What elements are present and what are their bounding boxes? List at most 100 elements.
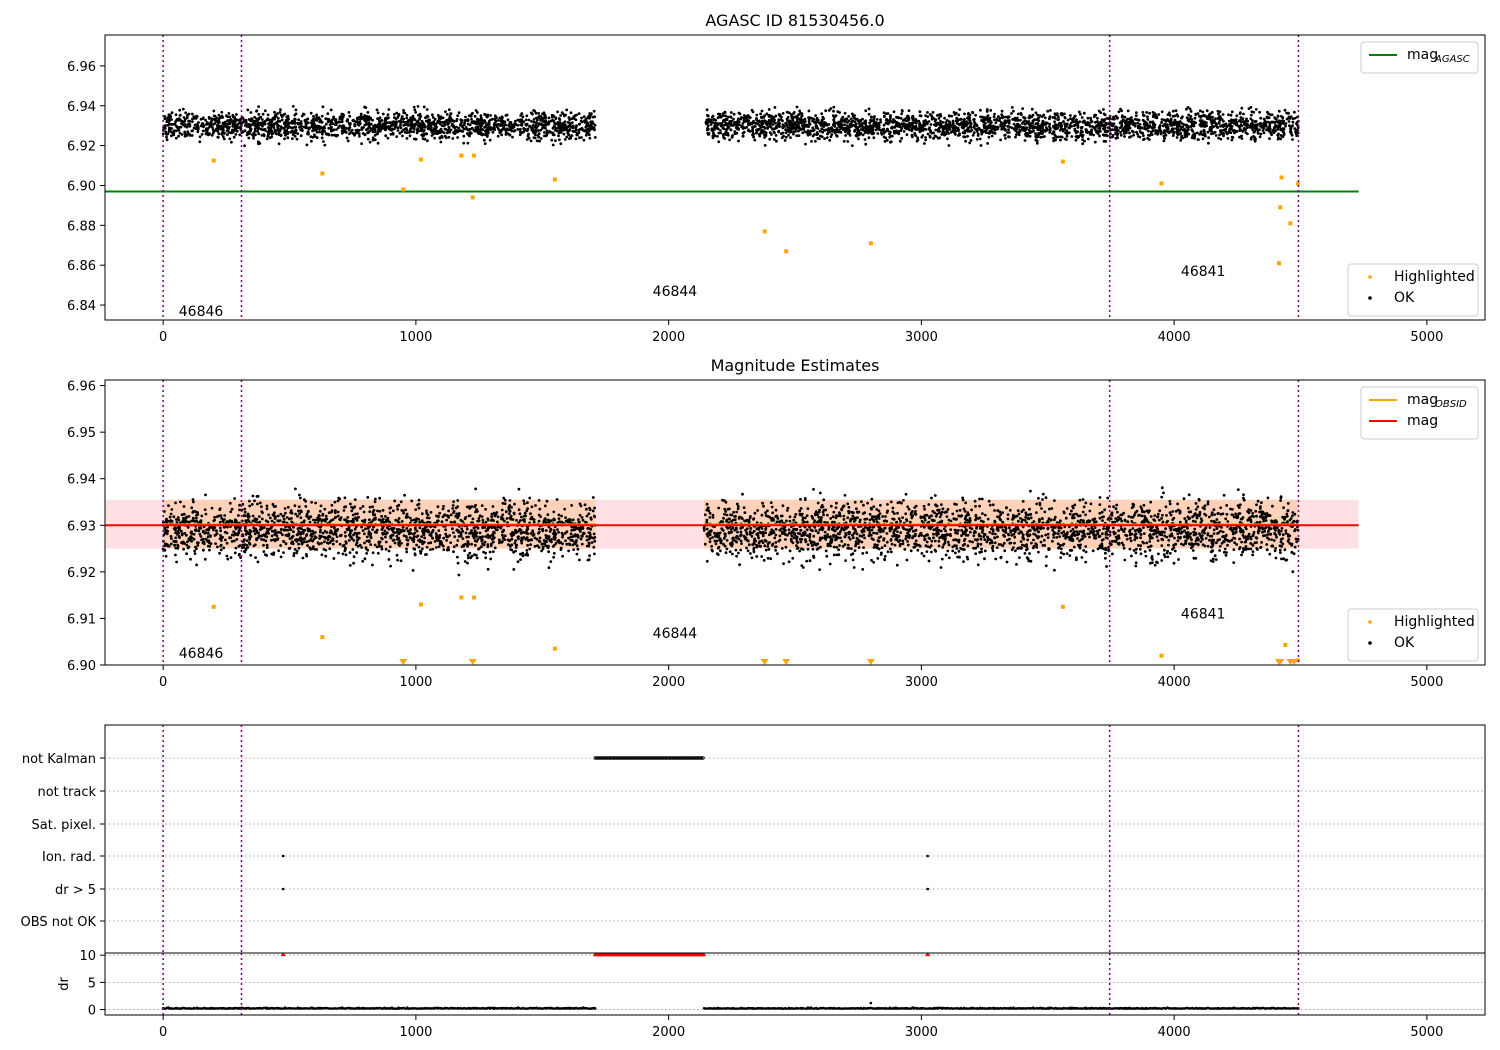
ok-point xyxy=(801,118,804,122)
ok-point xyxy=(939,125,943,129)
ok-point xyxy=(427,541,430,545)
ok-point xyxy=(930,114,933,118)
ok-point xyxy=(987,135,991,139)
ok-point xyxy=(376,111,380,115)
ok-point xyxy=(1028,131,1032,135)
ok-point xyxy=(877,127,881,131)
ok-point xyxy=(493,114,497,118)
ok-point xyxy=(432,121,435,125)
ok-point xyxy=(925,122,929,126)
ok-point xyxy=(380,514,383,518)
ok-point xyxy=(352,539,356,542)
ok-point xyxy=(350,128,354,132)
ok-point xyxy=(299,134,303,138)
ok-point xyxy=(238,121,242,125)
ok-point xyxy=(1294,130,1297,133)
ok-point xyxy=(324,132,328,136)
ok-point xyxy=(889,134,892,138)
ok-point xyxy=(861,117,864,121)
ok-point xyxy=(456,114,460,117)
ok-point xyxy=(320,535,323,538)
ok-point xyxy=(1258,110,1261,114)
ok-point xyxy=(397,541,401,545)
ok-point xyxy=(556,121,560,124)
ok-point xyxy=(378,116,382,120)
ok-point xyxy=(518,120,522,123)
ok-point xyxy=(246,108,250,112)
ok-point xyxy=(378,496,382,500)
ok-point xyxy=(479,116,483,120)
ok-point xyxy=(590,120,593,124)
ok-point xyxy=(1041,122,1045,125)
ok-point xyxy=(315,115,318,119)
ok-point xyxy=(1295,134,1299,138)
ok-point xyxy=(1252,135,1255,138)
ok-point xyxy=(867,136,871,140)
ok-point xyxy=(531,112,534,116)
ok-point xyxy=(551,143,555,147)
legend-dot xyxy=(1368,275,1372,279)
ok-point xyxy=(1193,120,1197,124)
ok-point xyxy=(983,116,987,119)
ok-point xyxy=(519,123,523,127)
ok-point xyxy=(779,118,783,122)
ok-point xyxy=(1121,128,1124,132)
ok-point xyxy=(501,533,504,537)
ok-point xyxy=(256,560,260,564)
ok-point xyxy=(1272,128,1275,132)
ok-point xyxy=(440,130,444,134)
x-tick-label: 2000 xyxy=(652,330,685,345)
ok-point xyxy=(723,137,727,140)
ok-point xyxy=(917,119,921,123)
ok-point xyxy=(334,121,338,125)
ok-point xyxy=(183,134,187,138)
legend-label: Highlighted xyxy=(1394,269,1475,285)
ok-point xyxy=(188,132,191,136)
ok-point xyxy=(359,112,363,116)
ok-point xyxy=(969,124,972,128)
ok-point xyxy=(393,499,397,503)
ok-point xyxy=(988,118,991,122)
ok-point xyxy=(438,131,442,135)
ok-point xyxy=(534,127,538,130)
ok-point xyxy=(792,130,796,134)
ok-point xyxy=(1124,121,1127,125)
ok-point xyxy=(1152,124,1156,127)
ok-point xyxy=(1073,120,1077,123)
ok-point xyxy=(1008,119,1011,122)
ok-point xyxy=(484,125,487,129)
ok-point xyxy=(375,108,379,112)
ok-point xyxy=(529,139,533,143)
ok-point xyxy=(803,117,807,121)
ok-point xyxy=(516,127,520,131)
ok-point xyxy=(463,549,466,552)
ok-point xyxy=(239,126,243,130)
ok-point xyxy=(387,127,391,131)
ok-point xyxy=(371,138,375,142)
ok-point xyxy=(307,131,310,135)
ok-point xyxy=(277,142,281,146)
ok-point xyxy=(797,125,801,128)
ok-point xyxy=(326,120,330,124)
ok-point xyxy=(906,118,910,122)
ok-point xyxy=(563,114,566,118)
ok-point xyxy=(265,527,269,531)
ok-point xyxy=(1053,127,1057,131)
ok-point xyxy=(421,547,424,551)
axes-frame xyxy=(104,34,1486,321)
ok-point xyxy=(313,535,317,538)
ok-point xyxy=(1063,116,1067,120)
ok-point xyxy=(828,138,832,142)
ok-point xyxy=(294,108,298,112)
ok-point xyxy=(1240,124,1243,128)
ok-point xyxy=(787,111,791,115)
ok-point xyxy=(248,118,252,122)
ok-point xyxy=(447,125,451,129)
ok-point xyxy=(431,113,434,117)
ok-point xyxy=(886,129,890,133)
ok-point xyxy=(252,119,256,123)
ok-point xyxy=(1256,131,1260,135)
ok-point xyxy=(1007,128,1010,132)
ok-point xyxy=(299,120,303,123)
